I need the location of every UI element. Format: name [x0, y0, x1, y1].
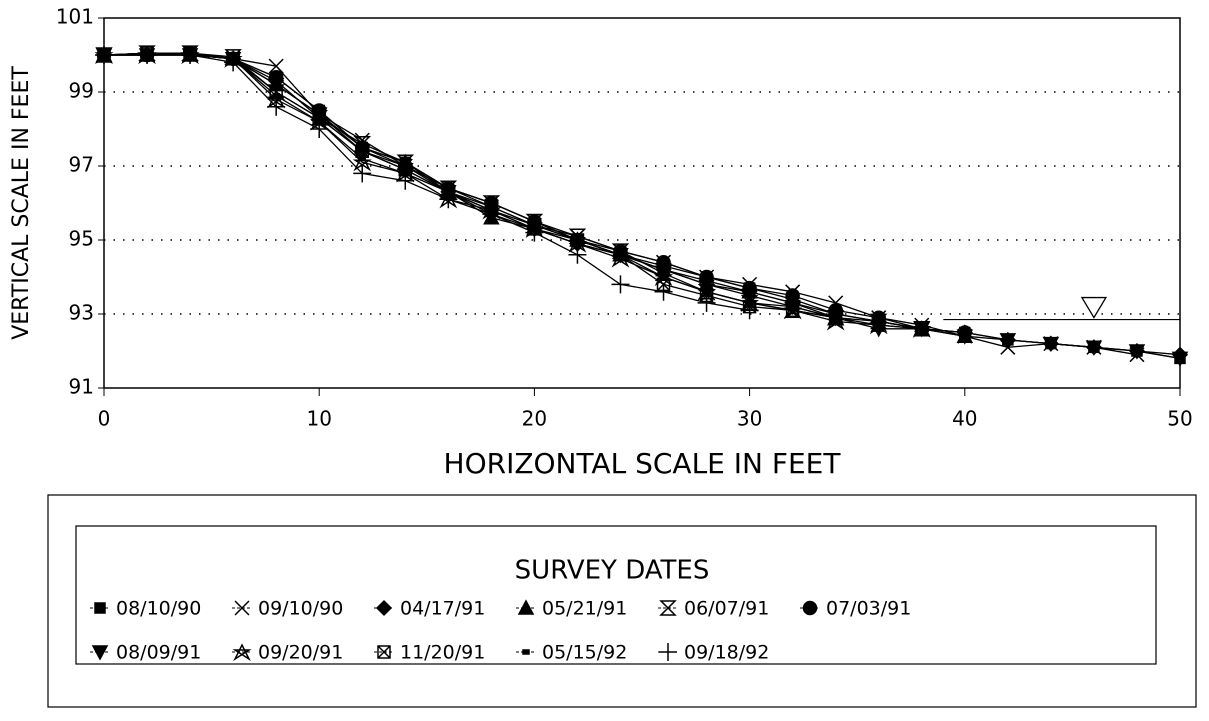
- y-tick-label: 91: [69, 375, 94, 399]
- series-line: [104, 54, 750, 311]
- data-point: [616, 252, 625, 258]
- series-line: [104, 54, 922, 330]
- data-point: [482, 205, 501, 224]
- legend-title: SURVEY DATES: [515, 556, 710, 586]
- legend-label: 07/03/91: [826, 598, 911, 620]
- data-point: [312, 111, 326, 125]
- legend-label: 08/10/90: [116, 598, 201, 620]
- data-point: [788, 303, 797, 310]
- legend-marker: [522, 649, 530, 655]
- data-point: [740, 301, 759, 320]
- data-point: [659, 274, 668, 280]
- y-tick-label: 101: [56, 5, 94, 29]
- legend-marker: [659, 643, 677, 661]
- series-line: [104, 54, 1181, 360]
- legend-label: 08/09/91: [116, 642, 201, 664]
- reference-marker: [1080, 296, 1108, 319]
- data-point: [439, 190, 458, 209]
- data-point: [912, 320, 932, 338]
- data-point: [869, 316, 889, 335]
- data-point: [268, 58, 284, 74]
- legend-label: 09/18/92: [684, 642, 769, 664]
- data-point: [568, 245, 587, 264]
- x-tick-label: 30: [737, 407, 762, 431]
- data-point: [697, 293, 716, 312]
- legend-marker: [377, 645, 391, 659]
- series-line: [104, 52, 965, 334]
- data-point: [1085, 340, 1103, 356]
- y-tick-label: 97: [69, 153, 94, 177]
- data-point: [224, 53, 243, 72]
- series-line: [104, 52, 1181, 360]
- legend-box: [75, 525, 1157, 665]
- y-axis-label: VERTICAL SCALE IN FEET: [9, 66, 34, 340]
- legend-label: 06/07/91: [684, 598, 769, 620]
- legend-marker: [659, 600, 677, 616]
- legend-label: 09/20/91: [258, 642, 343, 664]
- data-point: [269, 85, 283, 99]
- data-point: [573, 237, 582, 243]
- x-tick-label: 20: [522, 407, 547, 431]
- legend-label: 09/10/90: [258, 598, 343, 620]
- legend-marker: [234, 600, 250, 616]
- data-point: [1042, 336, 1060, 353]
- data-point: [702, 289, 711, 295]
- data-point: [358, 155, 366, 162]
- y-tick-label: 93: [69, 301, 94, 325]
- data-point: [267, 77, 285, 94]
- data-point: [272, 92, 280, 99]
- y-tick-label: 95: [69, 227, 94, 251]
- data-point: [95, 46, 113, 64]
- x-tick-label: 0: [98, 407, 111, 431]
- data-point: [396, 171, 415, 190]
- series-line: [104, 54, 836, 319]
- data-point: [956, 329, 974, 345]
- series-line: [103, 52, 922, 330]
- series-line: [104, 54, 965, 337]
- x-tick-label: 50: [1167, 407, 1192, 431]
- data-point: [831, 314, 840, 321]
- series-line: [103, 52, 1138, 356]
- data-point: [1128, 344, 1146, 360]
- data-point: [353, 164, 372, 183]
- legend-label: 04/17/91: [400, 598, 485, 620]
- x-tick-label: 10: [306, 407, 331, 431]
- data-point: [999, 333, 1017, 349]
- legend-marker: [517, 599, 535, 615]
- series-line: [103, 52, 836, 319]
- x-axis-label: HORIZONTAL SCALE IN FEET: [444, 447, 842, 480]
- data-point: [310, 120, 329, 138]
- legend-marker: [375, 599, 393, 617]
- data-point: [181, 46, 200, 64]
- data-point: [525, 223, 544, 242]
- data-point: [611, 275, 630, 294]
- legend-marker: [232, 643, 252, 662]
- legend-marker: [802, 600, 818, 616]
- legend-outer-box: [47, 494, 1197, 708]
- y-tick-label: 99: [69, 79, 94, 103]
- legend-label: 11/20/91: [400, 642, 485, 664]
- x-tick-label: 40: [952, 407, 977, 431]
- data-point: [267, 97, 286, 116]
- series-line: [104, 54, 1181, 356]
- plot-frame: [103, 17, 1181, 389]
- data-point: [138, 46, 157, 64]
- legend-label: 05/21/91: [542, 598, 627, 620]
- data-point: [1171, 351, 1189, 367]
- legend-marker: [94, 602, 106, 614]
- legend-label: 05/15/92: [542, 642, 627, 664]
- legend-marker: [91, 645, 109, 661]
- data-point: [654, 282, 673, 301]
